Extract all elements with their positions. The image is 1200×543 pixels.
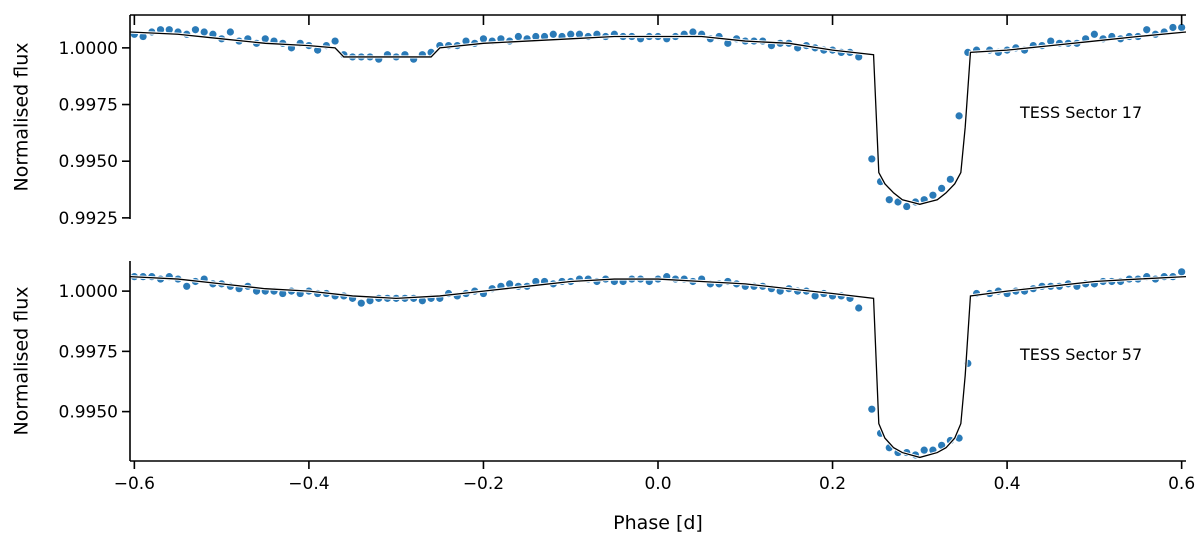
- data-point: [532, 32, 540, 41]
- x-tick-label: −0.4: [288, 474, 329, 494]
- data-point: [955, 434, 963, 442]
- data-point: [261, 35, 269, 43]
- data-point: [567, 30, 575, 38]
- model-line-halo: [129, 275, 1187, 460]
- data-point: [1169, 23, 1177, 32]
- data-point: [1143, 26, 1151, 34]
- bottom-y-axis-label: Normalised flux: [11, 287, 33, 436]
- data-point: [366, 297, 374, 305]
- data-point: [357, 299, 365, 307]
- data-point: [156, 26, 165, 34]
- data-point: [946, 175, 954, 183]
- data-point: [209, 30, 217, 38]
- data-point: [183, 282, 191, 290]
- data-point: [903, 202, 911, 211]
- x-tick-label: 0.4: [994, 474, 1021, 494]
- data-point: [532, 277, 540, 286]
- data-point: [314, 46, 322, 54]
- data-point: [955, 112, 963, 120]
- data-point: [200, 28, 208, 36]
- data-point: [855, 53, 863, 61]
- data-point: [191, 26, 200, 34]
- y-tick-label: 0.9975: [59, 96, 118, 116]
- data-point: [462, 37, 470, 45]
- data-point: [855, 304, 863, 312]
- sector-17-annotation: TESS Sector 17: [1019, 103, 1142, 122]
- data-point: [868, 405, 876, 413]
- data-point: [549, 30, 557, 38]
- data-point: [279, 289, 287, 298]
- data-point: [1178, 23, 1186, 32]
- sector-57-annotation: TESS Sector 57: [1019, 345, 1142, 364]
- data-point: [929, 191, 937, 199]
- data-point: [724, 39, 732, 47]
- x-tick-label: 0.6: [1168, 474, 1195, 494]
- data-point: [868, 155, 876, 163]
- y-tick-label: 1.0000: [59, 39, 118, 59]
- data-point: [1178, 268, 1186, 276]
- x-tick-label: 0.2: [819, 474, 846, 494]
- x-tick-label: −0.6: [114, 474, 155, 494]
- data-point: [506, 280, 514, 288]
- data-point: [514, 32, 522, 41]
- data-point: [938, 441, 946, 449]
- data-point: [689, 28, 697, 36]
- data-point: [139, 32, 147, 41]
- data-point: [885, 196, 893, 204]
- x-tick-label: −0.2: [463, 474, 504, 494]
- y-tick-label: 1.0000: [59, 282, 118, 302]
- y-tick-label: 0.9950: [59, 152, 118, 172]
- data-point: [575, 30, 584, 38]
- top-y-axis-label: Normalised flux: [11, 43, 33, 192]
- data-point: [226, 28, 234, 36]
- data-point: [331, 37, 339, 45]
- data-point: [418, 297, 426, 305]
- data-point: [894, 198, 902, 206]
- x-axis-label: Phase [d]: [613, 512, 703, 534]
- panel-sector-17: 0.9925 0.9950 0.9975 1.0000 TESS Sector 17 No…: [11, 14, 1187, 229]
- data-point: [540, 32, 549, 41]
- y-tick-label: 0.9925: [59, 209, 118, 229]
- data-point: [938, 184, 946, 192]
- y-tick-label: 0.9950: [59, 403, 118, 423]
- panel-sector-57: 0.9950 0.9975 1.0000 −0.6 −0.4 −0.2 0.0 0.2 0.4 0…: [11, 261, 1195, 534]
- data-point: [479, 35, 488, 43]
- model-line: [129, 31, 1187, 205]
- data-point: [920, 446, 928, 454]
- x-tick-label: 0.0: [644, 474, 671, 494]
- data-point: [165, 26, 173, 34]
- data-point: [1047, 37, 1055, 45]
- data-point: [497, 35, 505, 43]
- data-point: [1090, 30, 1098, 38]
- y-tick-label: 0.9975: [59, 342, 118, 362]
- data-point: [811, 292, 819, 300]
- model-line: [129, 276, 1187, 459]
